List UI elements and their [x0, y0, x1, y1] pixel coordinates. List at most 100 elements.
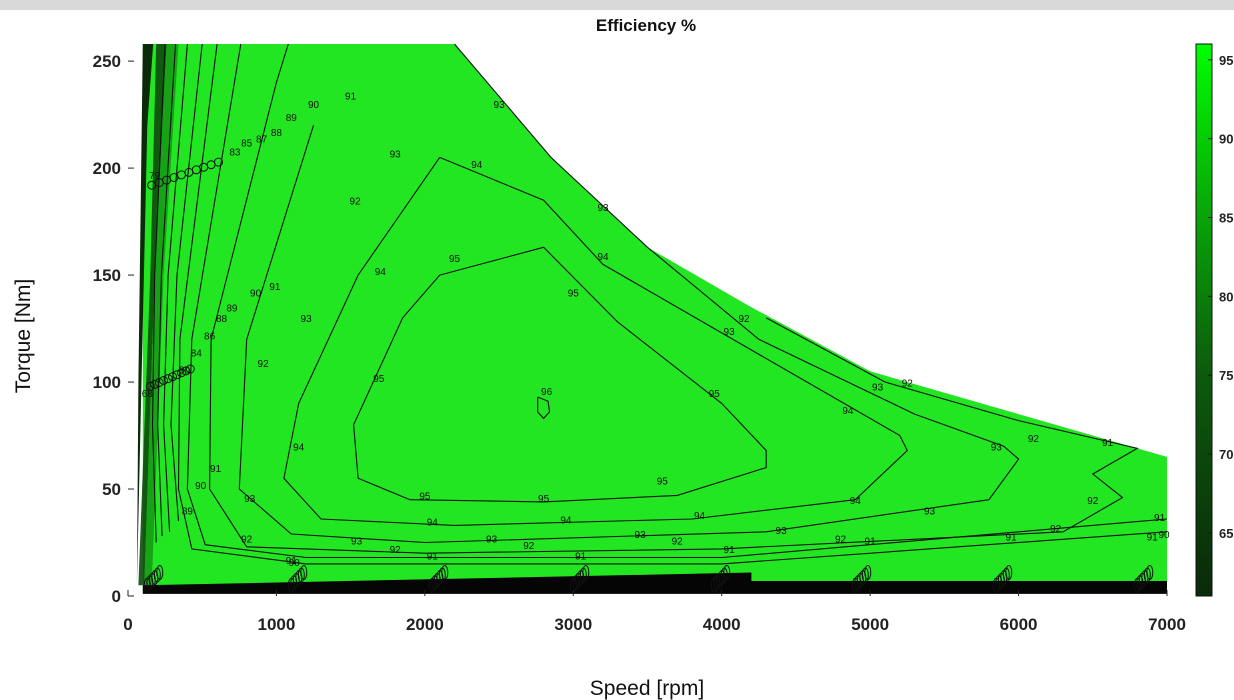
x-tick-label-5000: 5000: [851, 615, 889, 634]
cluster-100-4: [163, 374, 173, 384]
x-tick-label-7000: 7000: [1148, 615, 1186, 634]
contour-label-93: 93: [991, 443, 1003, 454]
contour-label-94: 94: [842, 406, 854, 417]
contour-label-92: 92: [390, 545, 402, 556]
cluster-100-8: [181, 366, 191, 376]
contour-label-93: 93: [635, 530, 647, 541]
contour-label-80: 80: [179, 366, 191, 377]
x-axis-label: Speed [rpm]: [590, 677, 704, 700]
contour-line-93: [238, 43, 1020, 544]
cluster-100-7: [176, 368, 186, 378]
contour-line-80: [151, 43, 166, 543]
bottom-contour-cluster-6-5: [1005, 565, 1013, 580]
contour-label-95: 95: [568, 289, 580, 300]
contour-label-90: 90: [308, 100, 320, 111]
contour-label-92: 92: [1087, 496, 1099, 507]
contour-label-89: 89: [226, 303, 238, 314]
colorbar: 65 70 75 80 85 90 95: [1195, 43, 1233, 597]
bottom-contour-cluster-4-5: [723, 565, 731, 580]
contour-label-95: 95: [373, 374, 385, 385]
contour-label-92: 92: [738, 314, 750, 325]
cluster-100-1: [150, 379, 160, 389]
contour-label-93: 93: [776, 526, 788, 537]
y-tick-label-150: 150: [93, 266, 121, 285]
colorbar-tick-label-70: 70: [1219, 447, 1233, 462]
contour-line-92: [209, 43, 1139, 554]
low-efficiency-band: [136, 44, 154, 586]
contour-label-93: 93: [872, 383, 884, 394]
bottom-contour-cluster-2-5: [441, 565, 449, 580]
cluster-100-2: [154, 378, 164, 387]
contour-line-94: [283, 156, 908, 526]
contour-label-91: 91: [1006, 532, 1018, 543]
contour-label-84: 84: [191, 348, 203, 359]
contour-label-93: 93: [301, 314, 313, 325]
contour-line-90: [177, 43, 1168, 565]
bottom-contour-cluster-0-5: [156, 565, 164, 580]
zero-torque-strip: [142, 572, 1167, 594]
colorbar-tick-label-85: 85: [1219, 210, 1233, 225]
contour-label-87: 87: [256, 134, 268, 145]
y-tick-label-100: 100: [93, 373, 121, 392]
contour-label-92: 92: [1028, 434, 1040, 445]
contour-label-89: 89: [182, 507, 194, 518]
contour-line-95: [353, 246, 767, 503]
contour-label-94: 94: [427, 517, 439, 528]
contour-line-87: [163, 43, 188, 532]
x-tick-label-4000: 4000: [703, 615, 741, 634]
bottom-contour-cluster-3-5: [582, 565, 590, 580]
contour-label-92: 92: [258, 359, 270, 370]
contour-label-93: 93: [724, 327, 736, 338]
contour-label-94: 94: [597, 252, 609, 263]
contour-label-93: 93: [486, 535, 498, 546]
cluster-100-6: [172, 370, 182, 380]
efficiency-region: [142, 44, 1167, 592]
contour-label-92: 92: [835, 535, 847, 546]
x-tick-label-1000: 1000: [258, 615, 296, 634]
y-tick-label-250: 250: [93, 52, 121, 71]
top-strip: [0, 0, 1234, 10]
contour-label-94: 94: [560, 515, 572, 526]
contour-label-90: 90: [195, 481, 207, 492]
contour-label-90: 90: [289, 558, 301, 569]
contour-label-96: 96: [541, 387, 553, 398]
colorbar-tick-label-75: 75: [1219, 368, 1233, 383]
contour-label-94: 94: [694, 511, 706, 522]
contour-label-88: 88: [271, 128, 283, 139]
contour-label-90: 90: [1158, 530, 1170, 541]
cluster-100-9: [185, 364, 195, 374]
cluster-100-5: [168, 372, 177, 382]
contour-label-92: 92: [241, 535, 253, 546]
colorbar-tick-label-65: 65: [1219, 526, 1233, 541]
contour-label-89: 89: [286, 113, 298, 124]
bottom-contour-cluster-7-5: [1146, 565, 1154, 580]
bottom-contour-cluster-5-5: [864, 565, 872, 580]
contour-label-93: 93: [494, 100, 506, 111]
contour-label-91: 91: [1154, 513, 1166, 524]
contour-label-92: 92: [1050, 524, 1062, 535]
contour-label-94: 94: [471, 160, 483, 171]
contour-label-95: 95: [709, 389, 721, 400]
contour-label-93: 93: [351, 537, 363, 548]
contour-label-92: 92: [350, 197, 362, 208]
contour-label-91: 91: [345, 92, 357, 103]
x-tick-label-0: 0: [123, 615, 132, 634]
y-tick-label-50: 50: [102, 480, 121, 499]
contour-label-91: 91: [286, 556, 298, 567]
contour-label-94: 94: [293, 443, 305, 454]
contour-line-91: [186, 43, 1168, 559]
contour-line-89: [170, 43, 203, 522]
colorbar-gradient: [1195, 43, 1213, 597]
contour-label-91: 91: [269, 282, 281, 293]
colorbar-tick-label-95: 95: [1219, 53, 1233, 68]
contour-label-79: 79: [149, 171, 161, 182]
contour-label-95: 95: [419, 492, 431, 503]
contour-label-93: 93: [924, 507, 936, 518]
contour-label-91: 91: [724, 545, 736, 556]
x-tick-label-3000: 3000: [554, 615, 592, 634]
contour-label-92: 92: [672, 537, 684, 548]
x-tick-label-6000: 6000: [1000, 615, 1038, 634]
contour-label-85: 85: [241, 139, 253, 150]
contour-label-90: 90: [250, 289, 262, 300]
